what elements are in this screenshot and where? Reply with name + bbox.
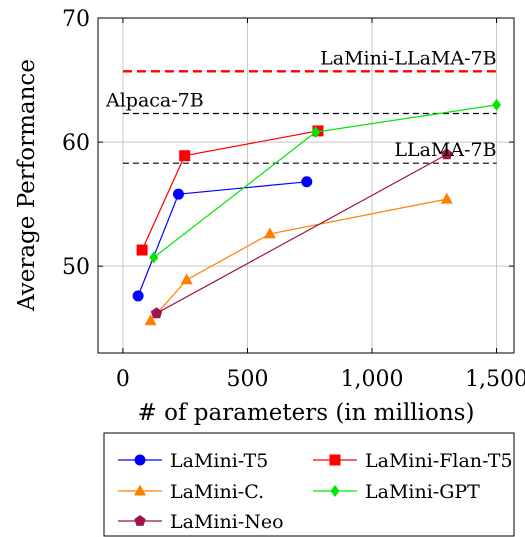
x-tick-label-1: 500: [226, 367, 268, 392]
series-0-point-0: [132, 290, 144, 302]
legend-marker-4: [134, 515, 146, 526]
reference-label-2: LLaMA-7B: [394, 139, 496, 161]
x-tick-label-3: 1,500: [465, 367, 525, 392]
series-1-point-1: [179, 150, 191, 162]
plot-frame: [97, 17, 515, 354]
legend-label-2: LaMini-C.: [170, 481, 264, 503]
legend-label-4: LaMini-Neo: [170, 511, 284, 533]
legend-item-3: LaMini-GPT: [313, 481, 480, 503]
series-1: [136, 125, 324, 256]
series-3-point-2: [492, 98, 502, 111]
legend: LaMini-T5 LaMini-Flan-T5 LaMini-C. LaMini-G…: [103, 432, 515, 537]
series-4-point-0: [150, 307, 163, 319]
legend-item-1: LaMini-Flan-T5: [313, 450, 513, 472]
legend-marker-0: [134, 454, 146, 466]
tick-labels: 0 500 1,000 1,500 50 60 70: [62, 7, 525, 392]
y-tick-label-2: 70: [62, 7, 90, 32]
series: [132, 98, 502, 326]
series-4: [150, 148, 453, 319]
reference-labels: LaMini-LLaMA-7B Alpaca-7B LLaMA-7B: [105, 47, 497, 161]
x-tick-label-0: 0: [116, 367, 130, 392]
series-2-point-0: [144, 314, 157, 326]
legend-marker-3: [330, 485, 340, 497]
series-2-point-1: [180, 273, 193, 285]
reference-label-1: Alpaca-7B: [105, 90, 204, 112]
series-line-3: [153, 104, 497, 258]
series-2: [144, 192, 453, 326]
legend-marker-2: [134, 484, 146, 496]
series-line-4: [156, 153, 447, 314]
legend-item-2: LaMini-C.: [118, 481, 264, 503]
legend-marker-1: [329, 454, 341, 466]
reference-label-0: LaMini-LLaMA-7B: [320, 47, 496, 69]
x-tick-label-2: 1,000: [341, 367, 404, 392]
reference-lines: [122, 70, 497, 164]
series-2-point-3: [440, 192, 453, 204]
legend-item-4: LaMini-Neo: [118, 511, 284, 533]
y-tick-label-1: 60: [62, 131, 90, 156]
series-0: [132, 176, 313, 302]
series-0-point-2: [301, 176, 313, 188]
y-axis-title: Average Performance: [14, 59, 40, 312]
legend-item-0: LaMini-T5: [118, 450, 268, 472]
legend-label-3: LaMini-GPT: [365, 481, 480, 503]
series-3-point-0: [149, 251, 159, 264]
series-3: [149, 98, 502, 264]
legend-label-1: LaMini-Flan-T5: [365, 450, 513, 472]
x-axis-title: # of parameters (in millions): [138, 400, 475, 426]
series-1-point-0: [136, 244, 148, 256]
legend-label-0: LaMini-T5: [170, 450, 268, 472]
series-3-point-1: [311, 126, 321, 139]
series-0-point-1: [172, 188, 184, 200]
series-line-1: [141, 130, 319, 251]
y-tick-label-0: 50: [62, 255, 90, 280]
legend-box: [103, 432, 515, 537]
series-2-point-2: [263, 227, 276, 239]
series-line-2: [150, 198, 447, 322]
series-line-0: [137, 181, 307, 297]
series-4-point-1: [441, 148, 453, 160]
